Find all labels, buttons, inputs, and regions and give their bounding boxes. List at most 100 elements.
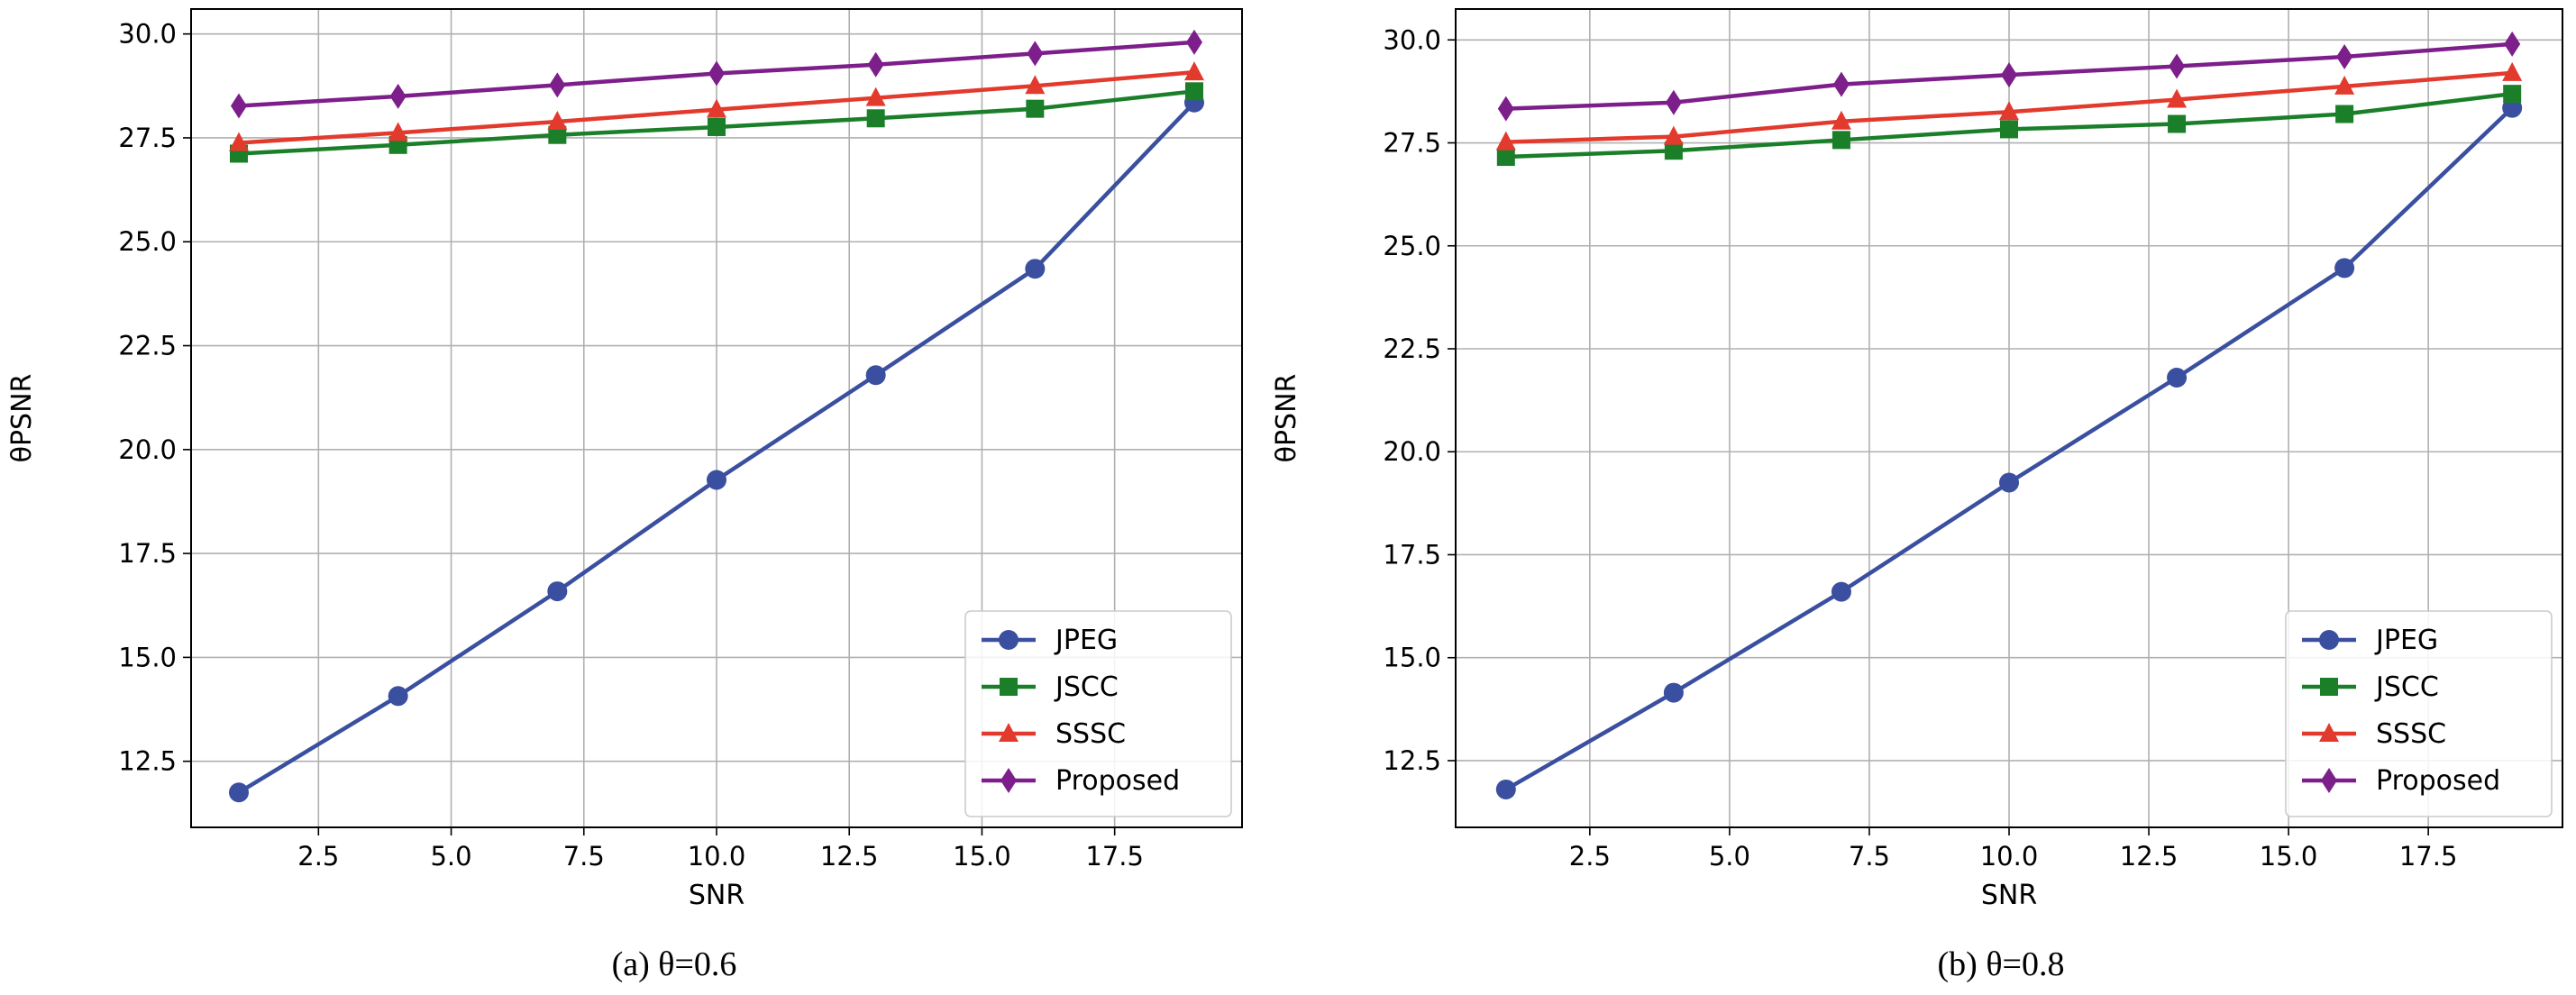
y-tick-label: 22.5 <box>118 331 177 361</box>
legend-label-jscc: JSCC <box>2374 671 2439 703</box>
legend-label-proposed: Proposed <box>2376 765 2500 797</box>
plot-frame <box>1455 8 2563 828</box>
x-tick-label: 17.5 <box>1085 841 1144 872</box>
x-tick-label: 12.5 <box>820 841 879 872</box>
data-point-proposed <box>2001 62 2017 88</box>
legend-marker-proposed <box>2321 768 2337 793</box>
data-point-proposed <box>708 60 725 87</box>
data-point-jscc <box>1496 148 1515 167</box>
data-point-proposed <box>1497 96 1514 122</box>
legend-label-proposed: Proposed <box>1055 765 1180 797</box>
x-tick-label: 7.5 <box>1849 841 1890 872</box>
x-tick-label: 17.5 <box>2399 841 2458 872</box>
x-tick-label: 15.0 <box>953 841 1011 872</box>
legend-label-jscc: JSCC <box>1054 671 1119 703</box>
data-point-jpeg <box>865 365 886 386</box>
data-point-jpeg <box>229 782 249 803</box>
legend-marker-sssc <box>999 723 1019 742</box>
legend-label-jpeg: JPEG <box>1054 625 1118 656</box>
legend-box <box>964 610 1232 817</box>
legend-marker-jpeg <box>999 630 1019 650</box>
y-tick-label: 25.0 <box>118 226 177 257</box>
data-point-jpeg <box>547 581 568 602</box>
data-point-sssc <box>1495 131 1516 151</box>
y-tick-label: 12.5 <box>118 746 177 777</box>
legend-label-jpeg: JPEG <box>2374 625 2438 656</box>
x-tick-label: 10.0 <box>688 841 746 872</box>
data-point-jscc <box>1664 141 1683 160</box>
data-point-jpeg <box>2334 258 2355 278</box>
x-axis-label: SNR <box>689 880 744 911</box>
plot-frame <box>190 8 1243 828</box>
data-point-sssc <box>2502 61 2523 81</box>
legend-marker-jscc <box>1000 678 1018 696</box>
panel-b: 2.5 5.0 7.5 10.0 12.5 15.0 17.5 12.5 15.0 17.5 20.… <box>1271 8 2563 983</box>
y-tick-label: 17.5 <box>118 538 177 569</box>
panel-caption: (b) θ=0.8 <box>1938 945 2065 983</box>
data-point-sssc <box>1663 125 1684 145</box>
data-point-jscc <box>866 109 885 128</box>
x-tick-label: 12.5 <box>2120 841 2179 872</box>
data-point-sssc <box>547 110 568 130</box>
data-point-proposed <box>231 93 247 119</box>
data-point-proposed <box>1832 71 1850 97</box>
legend-box <box>2285 610 2553 817</box>
legend-marker-jpeg <box>2319 630 2339 650</box>
data-point-jpeg <box>1999 472 2019 493</box>
y-tick-label: 12.5 <box>1383 745 1441 776</box>
legend-marker-jscc <box>2320 678 2338 696</box>
data-point-sssc <box>707 98 726 118</box>
data-point-jscc <box>1185 82 1203 101</box>
y-tick-label: 27.5 <box>118 123 177 153</box>
panel-a: 2.5 5.0 7.5 10.0 12.5 15.0 17.5 12.5 15.0 17.5 20.… <box>6 8 1243 983</box>
data-point-proposed <box>1186 29 1202 55</box>
data-point-sssc <box>2334 75 2355 95</box>
data-point-sssc <box>865 87 886 106</box>
x-axis-label: SNR <box>1981 880 2037 911</box>
data-point-proposed <box>2336 44 2353 70</box>
data-point-jpeg <box>1663 682 1684 703</box>
data-point-sssc <box>388 122 408 141</box>
data-point-proposed <box>867 51 884 78</box>
y-tick-label: 20.0 <box>118 434 177 465</box>
data-point-jpeg <box>1831 581 1851 602</box>
data-point-jpeg <box>1495 779 1516 799</box>
y-axis-label: θPSNR <box>1271 374 1302 463</box>
legend-marker-proposed <box>1000 768 1017 793</box>
data-point-proposed <box>2169 53 2186 79</box>
data-point-jscc <box>708 117 726 136</box>
y-tick-label: 15.0 <box>1383 643 1441 673</box>
data-point-jpeg <box>388 686 408 707</box>
legend: JPEG JSCC SSSC Proposed <box>2285 610 2553 817</box>
data-point-jscc <box>1832 131 1850 150</box>
data-point-jscc <box>2168 114 2187 133</box>
data-point-jpeg <box>707 470 726 490</box>
x-tick-label: 10.0 <box>1980 841 2039 872</box>
data-point-jpeg <box>2167 367 2188 388</box>
data-point-jpeg <box>2502 97 2523 118</box>
data-point-jscc <box>2000 120 2018 139</box>
data-point-jscc <box>2503 85 2522 104</box>
data-point-proposed <box>1027 41 1044 67</box>
data-point-sssc <box>2167 88 2188 108</box>
legend-label-sssc: SSSC <box>1055 718 1126 750</box>
y-tick-label: 25.0 <box>1383 231 1441 261</box>
data-point-jpeg <box>1025 259 1046 279</box>
y-tick-label: 27.5 <box>1383 128 1441 159</box>
data-point-sssc <box>1999 101 2019 121</box>
x-tick-label: 2.5 <box>1569 841 1611 872</box>
data-point-sssc <box>1025 75 1046 95</box>
y-tick-label: 30.0 <box>118 19 177 50</box>
data-point-proposed <box>1665 89 1682 115</box>
data-point-proposed <box>389 83 406 109</box>
x-tick-label: 5.0 <box>1709 841 1750 872</box>
x-tick-label: 5.0 <box>430 841 471 872</box>
data-point-jscc <box>548 125 567 144</box>
y-tick-label: 17.5 <box>1383 539 1441 570</box>
y-tick-label: 15.0 <box>118 642 177 672</box>
legend: JPEG JSCC SSSC Proposed <box>964 610 1232 817</box>
y-tick-label: 22.5 <box>1383 333 1441 364</box>
y-axis-label: θPSNR <box>6 374 38 463</box>
legend-label-sssc: SSSC <box>2376 718 2446 750</box>
